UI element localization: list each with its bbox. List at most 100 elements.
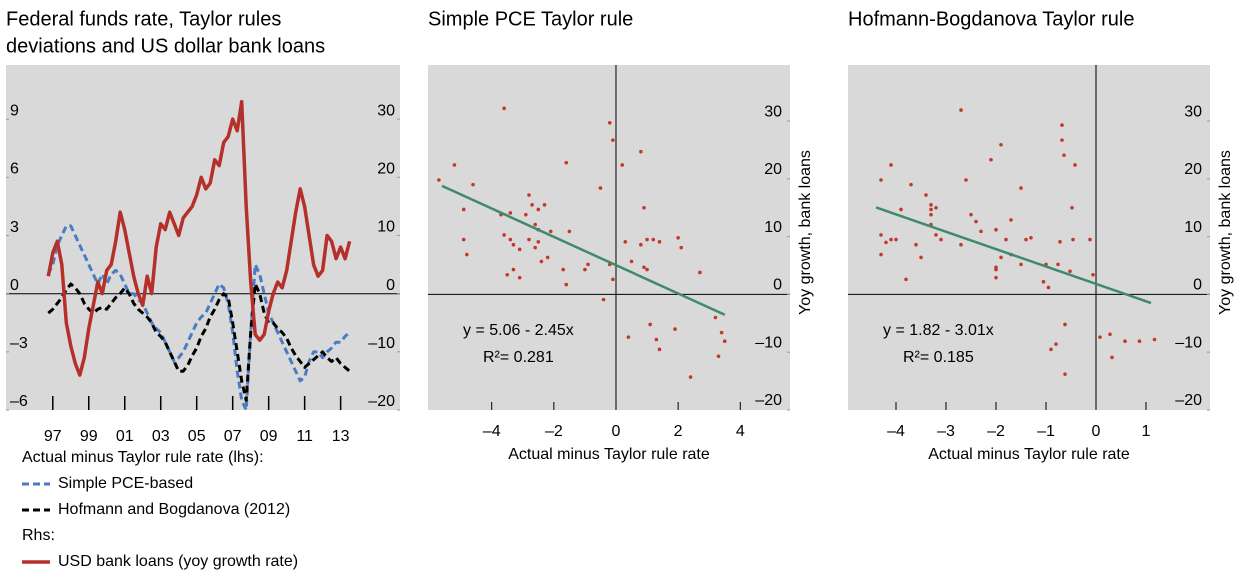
x-tick-label: –1 (1037, 423, 1055, 440)
scatter-point (1063, 322, 1067, 327)
scatter-point (924, 193, 928, 197)
scatter-point (548, 229, 553, 234)
scatter-point (1060, 138, 1064, 142)
scatter-point (639, 242, 643, 247)
x-tick-label: 07 (224, 428, 242, 445)
scatter-point (879, 252, 883, 257)
scatter-point (673, 327, 677, 331)
y-tick-label: 10 (1184, 219, 1202, 236)
scatter-point (1062, 153, 1066, 157)
scatter-point (651, 237, 656, 242)
scatter-point (1009, 218, 1013, 222)
scatter-point (586, 262, 590, 267)
legend-label: USD bank loans (yoy growth rate) (58, 553, 298, 570)
scatter-point (1073, 163, 1077, 167)
scatter-point (545, 255, 550, 260)
x-tick-label: 99 (80, 428, 98, 445)
y-tick-label: 0 (773, 277, 782, 294)
scatter-point (1152, 337, 1157, 342)
scatter-point (959, 242, 963, 247)
y-tick-label: 0 (1193, 277, 1202, 294)
scatter-point (564, 282, 569, 287)
scatter-point (1041, 279, 1046, 284)
scatter-point (657, 347, 662, 352)
scatter-point (1046, 285, 1051, 290)
plot-background (6, 65, 400, 410)
y-tick-label: 6 (10, 161, 19, 178)
scatter-point (642, 265, 646, 270)
y-tick-label: 20 (764, 161, 782, 178)
scatter-point (894, 237, 898, 242)
scatter-point (719, 330, 724, 335)
scatter-point (471, 182, 475, 187)
scatter-point (1070, 205, 1074, 210)
scatter-point (505, 272, 510, 277)
scatter-point (914, 242, 918, 247)
scatter-point (879, 233, 883, 237)
scatter-point (939, 237, 943, 242)
scatter-point (1024, 237, 1028, 242)
scatter-point (1110, 355, 1114, 360)
scatter-point (1091, 272, 1095, 277)
y-tick-label: –10 (755, 334, 782, 351)
scatter-point (639, 149, 643, 154)
scatter-point (713, 315, 718, 320)
scatter-point (722, 339, 727, 344)
scatter-point (994, 227, 998, 232)
x-tick-label: –4 (887, 423, 905, 440)
x-tick-label: 4 (736, 423, 745, 440)
scatter-point (1071, 237, 1075, 242)
scatter-point (533, 222, 538, 227)
scatter-point (511, 242, 516, 247)
x-tick-label: –2 (987, 423, 1005, 440)
y-axis-label: Yoy growth, bank loans (1217, 150, 1234, 315)
r-squared: R²= 0.281 (483, 349, 554, 366)
x-tick-label: 03 (152, 428, 170, 445)
x-tick-label: –2 (545, 423, 563, 440)
scatter-point (716, 354, 721, 359)
scatter-point (904, 277, 908, 282)
x-tick-label: 0 (1092, 423, 1101, 440)
scatter-point (536, 240, 541, 244)
scatter-point (1054, 342, 1058, 346)
y2-tick-label: 0 (386, 277, 395, 294)
x-tick-label: 0 (612, 423, 621, 440)
legend-label: Simple PCE-based (58, 475, 193, 492)
scatter-point (461, 237, 466, 242)
y-tick-label: –20 (1175, 392, 1202, 409)
scatter-point (994, 275, 998, 280)
y-tick-label: 9 (10, 102, 19, 119)
y-tick-label: –3 (10, 335, 28, 352)
x-tick-label: 11 (296, 428, 313, 445)
scatter-point (517, 247, 522, 252)
scatter-point (645, 267, 649, 272)
x-tick-label: 1 (1142, 423, 1151, 440)
scatter-point (508, 211, 513, 215)
scatter-point (1063, 372, 1067, 376)
x-tick-label: 01 (116, 428, 134, 445)
y2-tick-label: –10 (368, 335, 395, 352)
scatter-point (654, 337, 659, 342)
scatter-point (974, 219, 978, 224)
scatter-point (508, 237, 513, 242)
legend-label: Hofmann and Bogdanova (2012) (58, 501, 290, 518)
x-tick-label: 05 (188, 428, 206, 445)
regression-equation: y = 5.06 - 2.45x (463, 322, 574, 339)
scatter-point (642, 205, 646, 210)
scatter-point (934, 205, 938, 210)
scatter-point (1019, 262, 1023, 267)
scatter-point (561, 267, 565, 272)
scatter-point (1060, 123, 1064, 127)
series-line (47, 282, 351, 402)
x-tick-label: 97 (44, 428, 62, 445)
scatter-point (999, 142, 1003, 147)
scatter-point (611, 277, 615, 282)
x-tick-label: 13 (332, 428, 350, 445)
plot-background (848, 65, 1210, 410)
scatter-point (884, 240, 888, 245)
scatter-point (465, 252, 469, 257)
scatter-point (533, 245, 538, 250)
y-tick-label: –20 (755, 392, 782, 409)
scatter-point (1123, 339, 1127, 344)
scatter-point (583, 267, 587, 272)
